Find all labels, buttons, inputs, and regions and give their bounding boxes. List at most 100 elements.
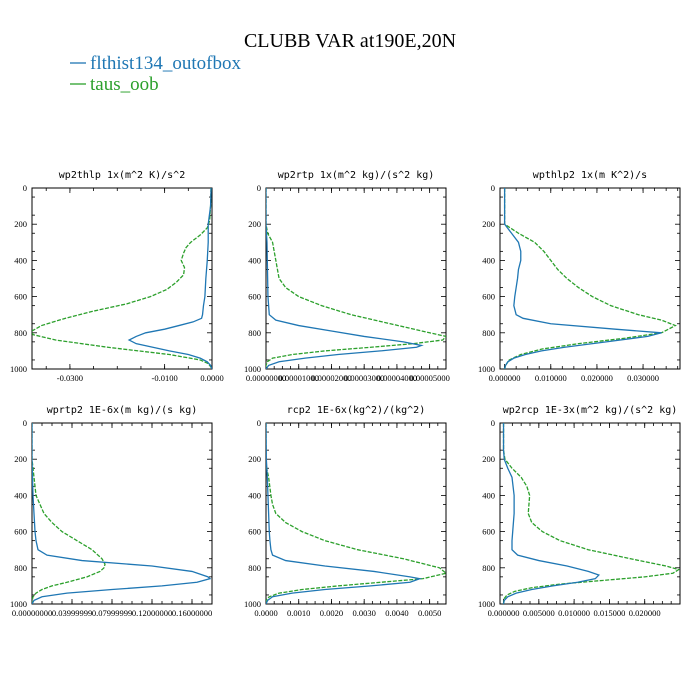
- x-tick-label: 0.00002000: [311, 373, 351, 383]
- x-tick-label: 0.00000000: [246, 373, 286, 383]
- y-tick-label: 200: [482, 454, 495, 464]
- y-tick-label: 200: [482, 219, 495, 229]
- series-line-taus-oob: [502, 423, 680, 604]
- x-tick-label: 0.000000: [488, 608, 520, 618]
- series-line-taus-oob: [32, 188, 212, 369]
- x-tick-label: 0.0010: [287, 608, 310, 618]
- y-tick-label: 600: [14, 292, 27, 302]
- series-line-flthist134-outofbox: [127, 188, 212, 369]
- y-tick-label: 600: [482, 527, 495, 537]
- y-tick-label: 800: [482, 563, 495, 573]
- panel-4: wprtp2 1E-6x(m kg)/(s kg) 0 200 400 600 800 10…: [10, 405, 213, 618]
- y-tick-label: 400: [248, 490, 261, 500]
- x-tick-label: 0.0000: [254, 608, 277, 618]
- panel-title: wp2rtp 1x(m^2 kg)/(s^2 kg): [278, 170, 435, 181]
- y-tick-label: 800: [14, 328, 27, 338]
- y-tick-label: 200: [14, 219, 27, 229]
- y-tick-label: 1000: [478, 364, 495, 374]
- x-tick-label: -0.0300: [57, 373, 83, 383]
- x-tick-label: -0.0100: [152, 373, 178, 383]
- x-tick-label: 0.0020: [320, 608, 343, 618]
- y-tick-label: 600: [248, 292, 261, 302]
- y-tick-label: 1000: [10, 364, 27, 374]
- x-tick-label: 0.020000: [629, 608, 661, 618]
- y-tick-label: 0: [257, 183, 261, 193]
- panel-6: wp2rcp 1E-3x(m^2 kg)/(s^2 kg) 0 200 400 600 8…: [478, 405, 681, 618]
- x-tick-label: 0.010000: [535, 373, 567, 383]
- y-tick-label: 1000: [478, 599, 495, 609]
- y-tick-label: 1000: [244, 599, 261, 609]
- y-tick-label: 600: [482, 292, 495, 302]
- series-line-flthist134-outofbox: [503, 188, 662, 369]
- y-tick-label: 400: [14, 490, 27, 500]
- panel-1: wp2thlp 1x(m^2 K)/s^2 0 200 400 600 800 1000 -0…: [10, 170, 224, 383]
- legend: flthist134_outofbox taus_oob: [70, 53, 241, 95]
- y-tick-label: 1000: [244, 364, 261, 374]
- plot-frame: [265, 187, 447, 370]
- x-tick-label: 0.000000: [489, 373, 521, 383]
- y-tick-label: 0: [491, 418, 495, 428]
- plot-frame: [31, 187, 213, 370]
- y-tick-label: 800: [14, 563, 27, 573]
- plot-frame: [265, 422, 447, 605]
- x-tick-label: 0.03999999: [52, 608, 92, 618]
- x-tick-label: 0.005000: [523, 608, 555, 618]
- x-tick-label: 0.015000: [593, 608, 625, 618]
- panel-5: rcp2 1E-6x(kg^2)/(kg^2) 0 200 400 600 800 1000…: [244, 405, 447, 618]
- x-tick-label: 0.00000000: [12, 608, 52, 618]
- x-tick-label: 0.00005000: [409, 373, 449, 383]
- x-tick-label: 0.12000000: [132, 608, 172, 618]
- x-tick-label: 0.020000: [581, 373, 613, 383]
- figure-title: CLUBB VAR at190E,20N: [244, 30, 456, 52]
- panel-2: wp2rtp 1x(m^2 kg)/(s^2 kg) 0 200 400 600 800 1…: [244, 170, 450, 383]
- y-tick-label: 0: [257, 418, 261, 428]
- series-line-flthist134-outofbox: [266, 423, 423, 604]
- panels: wp2thlp 1x(m^2 K)/s^2 0 200 400 600 800 1000 -0…: [10, 170, 681, 618]
- legend-label-1: flthist134_outofbox: [90, 53, 241, 74]
- x-tick-label: 0.0000: [200, 373, 223, 383]
- x-tick-label: 0.010000: [558, 608, 590, 618]
- panel-title: rcp2 1E-6x(kg^2)/(kg^2): [287, 405, 425, 416]
- y-tick-label: 1000: [10, 599, 27, 609]
- panel-3: wpthlp2 1x(m K^2)/s 0 200 400 600 800 10000.00…: [478, 170, 681, 383]
- panel-title: wpthlp2 1x(m K^2)/s: [533, 170, 647, 181]
- y-tick-label: 0: [23, 418, 27, 428]
- x-tick-label: 0.00001000: [279, 373, 319, 383]
- x-tick-label: 0.07999999: [92, 608, 132, 618]
- series-line-taus-oob: [266, 188, 446, 369]
- panel-title: wp2rcp 1E-3x(m^2 kg)/(s^2 kg): [503, 405, 678, 416]
- y-tick-label: 600: [14, 527, 27, 537]
- y-tick-label: 200: [14, 454, 27, 464]
- x-tick-label: 0.00004000: [377, 373, 417, 383]
- x-tick-label: 0.0030: [352, 608, 375, 618]
- y-tick-label: 400: [482, 255, 495, 265]
- x-tick-label: 0.030000: [627, 373, 659, 383]
- legend-label-2: taus_oob: [90, 74, 159, 95]
- y-tick-label: 0: [491, 183, 495, 193]
- y-tick-label: 0: [23, 183, 27, 193]
- series-line-flthist134-outofbox: [502, 423, 601, 604]
- y-tick-label: 400: [248, 255, 261, 265]
- plot-frame: [31, 422, 213, 605]
- y-tick-label: 400: [14, 255, 27, 265]
- x-tick-label: 0.00003000: [344, 373, 384, 383]
- y-tick-label: 200: [248, 454, 261, 464]
- plot-frame: [499, 187, 681, 370]
- panel-title: wp2thlp 1x(m^2 K)/s^2: [59, 170, 185, 181]
- y-tick-label: 400: [482, 490, 495, 500]
- series-line-taus-oob: [503, 188, 677, 369]
- y-tick-label: 800: [482, 328, 495, 338]
- series-line-flthist134-outofbox: [266, 188, 424, 369]
- series-line-taus-oob: [266, 423, 446, 604]
- y-tick-label: 800: [248, 563, 261, 573]
- series-line-taus-oob: [32, 423, 106, 604]
- x-tick-label: 0.0040: [385, 608, 408, 618]
- x-tick-label: 0.16000000: [172, 608, 212, 618]
- x-tick-label: 0.0050: [418, 608, 441, 618]
- y-tick-label: 600: [248, 527, 261, 537]
- y-tick-label: 800: [248, 328, 261, 338]
- y-tick-label: 200: [248, 219, 261, 229]
- panel-title: wprtp2 1E-6x(m kg)/(s kg): [47, 405, 198, 416]
- plot-frame: [499, 422, 681, 605]
